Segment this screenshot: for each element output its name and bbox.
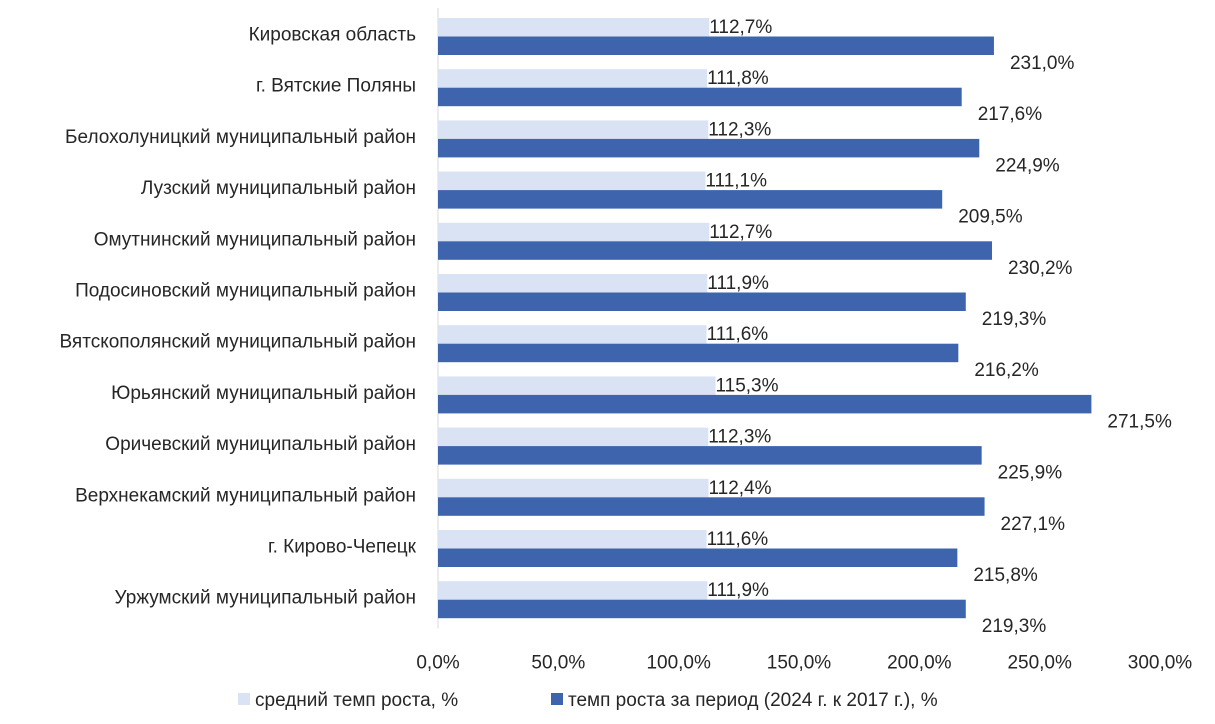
- category-label: Оричевский муниципальный район: [105, 434, 416, 455]
- legend-swatch: [551, 693, 563, 705]
- category-label: Подосиновский муниципальный район: [75, 281, 416, 302]
- bar-average-growth: [438, 427, 709, 447]
- data-label: 111,8%: [707, 68, 769, 89]
- data-label: 112,3%: [708, 119, 771, 140]
- data-label: 227,1%: [1001, 514, 1066, 535]
- category-label: Уржумский муниципальный район: [115, 588, 416, 609]
- bar-average-growth: [438, 69, 708, 88]
- bar-average-growth: [438, 530, 707, 549]
- bar-period-growth: [438, 599, 966, 619]
- data-label: 112,3%: [708, 427, 771, 448]
- category-label: Вятскополянский муниципальный район: [59, 332, 416, 353]
- bar-average-growth: [438, 120, 709, 139]
- category-label: Юрьянский муниципальный район: [111, 383, 416, 404]
- category-label: Верхнекамский муниципальный район: [75, 485, 416, 506]
- data-label: 217,6%: [978, 104, 1043, 125]
- data-label: 231,0%: [1010, 53, 1075, 74]
- data-label: 111,1%: [705, 171, 767, 192]
- category-label: г. Вятские Поляны: [256, 76, 416, 97]
- data-label: 224,9%: [995, 155, 1060, 176]
- x-tick-label: 0,0%: [416, 652, 459, 673]
- data-label: 225,9%: [998, 463, 1063, 484]
- legend-label: темп роста за период (2024 г. к 2017 г.)…: [568, 690, 938, 711]
- bar-average-growth: [438, 18, 710, 37]
- data-label: 216,2%: [974, 360, 1039, 381]
- data-label: 115,3%: [715, 375, 778, 396]
- data-label: 111,9%: [707, 273, 769, 294]
- x-tick-label: 100,0%: [646, 652, 711, 673]
- bar-period-growth: [438, 36, 994, 55]
- x-tick-label: 200,0%: [887, 652, 952, 673]
- bar-average-growth: [438, 325, 707, 344]
- legend-label: средний темп роста, %: [255, 690, 458, 711]
- data-label: 219,3%: [982, 309, 1047, 330]
- data-label: 111,9%: [707, 580, 769, 601]
- category-label: г. Кирово-Чепецк: [268, 537, 417, 558]
- bar-period-growth: [438, 548, 958, 567]
- x-tick-label: 50,0%: [531, 652, 585, 673]
- category-label: Белохолуницкий муниципальный район: [65, 127, 416, 148]
- legend-swatch: [238, 693, 250, 705]
- x-tick-label: 150,0%: [767, 652, 832, 673]
- bar-period-growth: [438, 87, 962, 107]
- data-label: 215,8%: [973, 565, 1038, 586]
- bar-period-growth: [438, 190, 943, 209]
- category-label: Кировская область: [249, 25, 417, 46]
- bar-average-growth: [438, 581, 708, 600]
- category-label: Лузский муниципальный район: [141, 178, 416, 199]
- x-tick-label: 300,0%: [1128, 652, 1193, 673]
- bar-average-growth: [438, 222, 710, 242]
- x-tick-label: 250,0%: [1007, 652, 1072, 673]
- data-label: 209,5%: [958, 207, 1023, 228]
- data-label: 230,2%: [1008, 258, 1073, 279]
- bar-period-growth: [438, 292, 966, 311]
- data-label: 112,7%: [709, 17, 772, 38]
- bar-average-growth: [438, 171, 706, 191]
- data-label: 271,5%: [1107, 411, 1172, 432]
- data-label: 112,7%: [709, 222, 772, 243]
- data-label: 111,6%: [707, 324, 769, 345]
- bar-period-growth: [438, 343, 959, 363]
- data-label: 219,3%: [982, 616, 1047, 637]
- data-label: 112,4%: [709, 478, 772, 499]
- bar-period-growth: [438, 394, 1092, 414]
- bar-average-growth: [438, 274, 708, 293]
- category-label: Омутнинский муниципальный район: [94, 229, 416, 250]
- bar-period-growth: [438, 497, 985, 516]
- bar-average-growth: [438, 376, 716, 395]
- bar-average-growth: [438, 478, 709, 498]
- data-label: 111,6%: [707, 529, 769, 550]
- bar-period-growth: [438, 446, 982, 465]
- bar-period-growth: [438, 241, 993, 260]
- bar-period-growth: [438, 138, 980, 158]
